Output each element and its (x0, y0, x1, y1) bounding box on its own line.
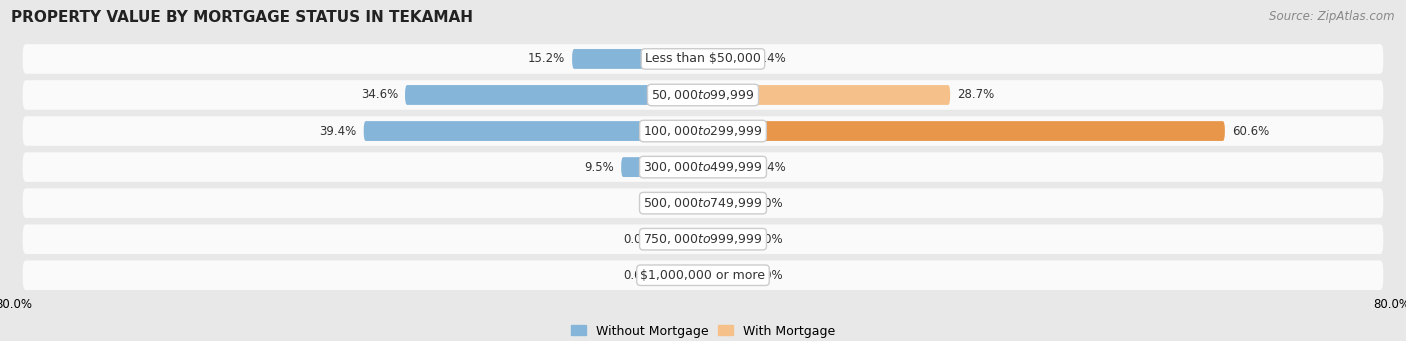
FancyBboxPatch shape (703, 229, 747, 249)
FancyBboxPatch shape (659, 229, 703, 249)
Text: 5.4%: 5.4% (756, 161, 786, 174)
Text: 0.0%: 0.0% (754, 233, 783, 246)
FancyBboxPatch shape (22, 188, 1384, 218)
FancyBboxPatch shape (405, 85, 703, 105)
Text: Source: ZipAtlas.com: Source: ZipAtlas.com (1270, 10, 1395, 23)
Text: 9.5%: 9.5% (585, 161, 614, 174)
FancyBboxPatch shape (22, 152, 1384, 182)
FancyBboxPatch shape (22, 80, 1384, 110)
Text: $750,000 to $999,999: $750,000 to $999,999 (644, 232, 762, 246)
FancyBboxPatch shape (659, 265, 703, 285)
Text: PROPERTY VALUE BY MORTGAGE STATUS IN TEKAMAH: PROPERTY VALUE BY MORTGAGE STATUS IN TEK… (11, 10, 474, 25)
FancyBboxPatch shape (703, 157, 749, 177)
FancyBboxPatch shape (703, 121, 1225, 141)
FancyBboxPatch shape (703, 85, 950, 105)
FancyBboxPatch shape (572, 49, 703, 69)
FancyBboxPatch shape (364, 121, 703, 141)
FancyBboxPatch shape (621, 157, 703, 177)
Text: 28.7%: 28.7% (957, 89, 994, 102)
FancyBboxPatch shape (703, 49, 749, 69)
Text: 0.0%: 0.0% (623, 269, 652, 282)
FancyBboxPatch shape (22, 116, 1384, 146)
Text: 39.4%: 39.4% (319, 124, 357, 137)
Text: 0.0%: 0.0% (754, 197, 783, 210)
Text: $300,000 to $499,999: $300,000 to $499,999 (644, 160, 762, 174)
Text: Less than $50,000: Less than $50,000 (645, 53, 761, 65)
FancyBboxPatch shape (692, 193, 703, 213)
FancyBboxPatch shape (22, 44, 1384, 74)
Text: 60.6%: 60.6% (1232, 124, 1270, 137)
Text: 0.0%: 0.0% (754, 269, 783, 282)
Text: 15.2%: 15.2% (529, 53, 565, 65)
FancyBboxPatch shape (703, 265, 747, 285)
Text: 1.3%: 1.3% (655, 197, 685, 210)
FancyBboxPatch shape (703, 193, 747, 213)
Text: 5.4%: 5.4% (756, 53, 786, 65)
FancyBboxPatch shape (22, 261, 1384, 290)
Text: 0.0%: 0.0% (623, 233, 652, 246)
FancyBboxPatch shape (22, 224, 1384, 254)
Text: $50,000 to $99,999: $50,000 to $99,999 (651, 88, 755, 102)
Text: $500,000 to $749,999: $500,000 to $749,999 (644, 196, 762, 210)
Text: 34.6%: 34.6% (361, 89, 398, 102)
Text: $100,000 to $299,999: $100,000 to $299,999 (644, 124, 762, 138)
Legend: Without Mortgage, With Mortgage: Without Mortgage, With Mortgage (565, 320, 841, 341)
Text: $1,000,000 or more: $1,000,000 or more (641, 269, 765, 282)
